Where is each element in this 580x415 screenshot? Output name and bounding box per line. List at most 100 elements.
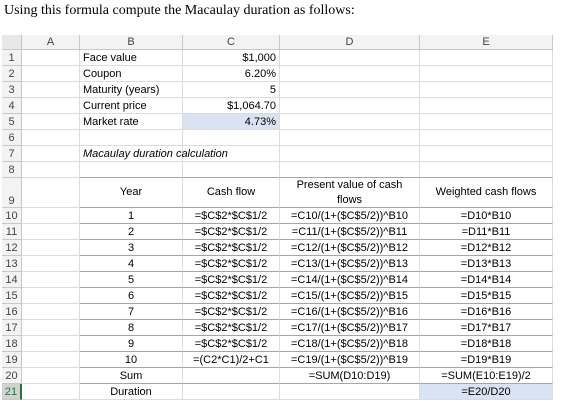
cell[interactable]: =C11/(1+($C$5/2))^B11: [280, 224, 420, 240]
row-header[interactable]: 18: [2, 336, 22, 352]
cell[interactable]: =C10/(1+($C$5/2))^B10: [280, 208, 420, 224]
row-header[interactable]: 16: [2, 304, 22, 320]
cell[interactable]: $1,064.70: [183, 98, 280, 114]
cell[interactable]: [22, 146, 80, 162]
cell[interactable]: [80, 162, 183, 178]
row-header[interactable]: 9: [2, 178, 22, 208]
cell[interactable]: Present value of cash flows: [280, 178, 420, 208]
cell[interactable]: [280, 130, 420, 146]
row-header[interactable]: 13: [2, 256, 22, 272]
cell[interactable]: [280, 50, 420, 66]
cell[interactable]: [22, 82, 80, 98]
cell[interactable]: [22, 50, 80, 66]
cell[interactable]: [420, 98, 553, 114]
cell[interactable]: =C18/(1+($C$5/2))^B18: [280, 336, 420, 352]
cell[interactable]: $1,000: [183, 50, 280, 66]
cell[interactable]: [183, 162, 280, 178]
cell[interactable]: [22, 352, 80, 368]
cell[interactable]: [22, 288, 80, 304]
column-header[interactable]: C: [183, 35, 280, 50]
cell[interactable]: 5: [80, 272, 183, 288]
cell[interactable]: Sum: [80, 368, 183, 384]
cell[interactable]: =D14*B14: [420, 272, 553, 288]
cell[interactable]: =C13/(1+($C$5/2))^B13: [280, 256, 420, 272]
row-header[interactable]: 5: [2, 114, 22, 130]
row-header[interactable]: 7: [2, 146, 22, 162]
row-header[interactable]: 2: [2, 66, 22, 82]
row-header[interactable]: 19: [2, 352, 22, 368]
cell[interactable]: [22, 130, 80, 146]
cell[interactable]: [80, 130, 183, 146]
cell[interactable]: [280, 146, 420, 162]
cell[interactable]: =D12*B12: [420, 240, 553, 256]
cell[interactable]: Market rate: [80, 114, 183, 130]
cell[interactable]: 3: [80, 240, 183, 256]
cell[interactable]: =$C$2*$C$1/2: [183, 224, 280, 240]
cell[interactable]: 2: [80, 224, 183, 240]
row-header[interactable]: 14: [2, 272, 22, 288]
cell[interactable]: 9: [80, 336, 183, 352]
cell[interactable]: =D15*B15: [420, 288, 553, 304]
cell[interactable]: [22, 224, 80, 240]
cell[interactable]: [420, 82, 553, 98]
cell[interactable]: [22, 66, 80, 82]
cell[interactable]: Coupon: [80, 66, 183, 82]
cell[interactable]: [420, 66, 553, 82]
cell[interactable]: =D10*B10: [420, 208, 553, 224]
column-header[interactable]: D: [280, 35, 420, 50]
cell[interactable]: =D11*B11: [420, 224, 553, 240]
cell[interactable]: [22, 162, 80, 178]
cell[interactable]: [280, 82, 420, 98]
row-header[interactable]: 12: [2, 240, 22, 256]
cell[interactable]: [22, 336, 80, 352]
cell[interactable]: 4: [80, 256, 183, 272]
cell[interactable]: [22, 98, 80, 114]
row-header[interactable]: 15: [2, 288, 22, 304]
cell[interactable]: [420, 146, 553, 162]
cell[interactable]: [280, 384, 420, 400]
cell[interactable]: [183, 146, 280, 162]
cell[interactable]: Maturity (years): [80, 82, 183, 98]
cell[interactable]: =D18*B18: [420, 336, 553, 352]
cell[interactable]: =D17*B17: [420, 320, 553, 336]
cell[interactable]: [22, 320, 80, 336]
cell[interactable]: 6.20%: [183, 66, 280, 82]
cell[interactable]: 1: [80, 208, 183, 224]
cell[interactable]: [22, 256, 80, 272]
cell[interactable]: [22, 272, 80, 288]
cell[interactable]: =$C$2*$C$1/2: [183, 288, 280, 304]
cell[interactable]: =$C$2*$C$1/2: [183, 272, 280, 288]
cell[interactable]: [22, 368, 80, 384]
cell[interactable]: =$C$2*$C$1/2: [183, 320, 280, 336]
cell[interactable]: =D16*B16: [420, 304, 553, 320]
cell[interactable]: Duration: [80, 384, 183, 400]
cell[interactable]: [280, 98, 420, 114]
row-header[interactable]: 21: [2, 384, 22, 400]
cell[interactable]: [420, 162, 553, 178]
cell[interactable]: =$C$2*$C$1/2: [183, 256, 280, 272]
row-header[interactable]: 1: [2, 50, 22, 66]
cell[interactable]: =SUM(D10:D19): [280, 368, 420, 384]
row-header[interactable]: 4: [2, 98, 22, 114]
cell[interactable]: Year: [80, 178, 183, 208]
cell[interactable]: 6: [80, 288, 183, 304]
cell[interactable]: [420, 114, 553, 130]
cell[interactable]: Current price: [80, 98, 183, 114]
cell[interactable]: [183, 384, 280, 400]
cell[interactable]: Face value: [80, 50, 183, 66]
cell[interactable]: [420, 130, 553, 146]
cell[interactable]: Macaulay duration calculation: [80, 146, 228, 162]
cell[interactable]: =$C$2*$C$1/2: [183, 208, 280, 224]
cell[interactable]: =$C$2*$C$1/2: [183, 336, 280, 352]
row-header[interactable]: 3: [2, 82, 22, 98]
cell[interactable]: =$C$2*$C$1/2: [183, 240, 280, 256]
cell[interactable]: 8: [80, 320, 183, 336]
cell[interactable]: 4.73%: [183, 114, 280, 130]
cell[interactable]: =C17/(1+($C$5/2))^B17: [280, 320, 420, 336]
cell[interactable]: [22, 178, 80, 208]
cell[interactable]: =C16/(1+($C$5/2))^B16: [280, 304, 420, 320]
cell[interactable]: =C19/(1+($C$5/2))^B19: [280, 352, 420, 368]
cell[interactable]: 5: [183, 82, 280, 98]
cell[interactable]: =D13*B13: [420, 256, 553, 272]
cell[interactable]: 10: [80, 352, 183, 368]
